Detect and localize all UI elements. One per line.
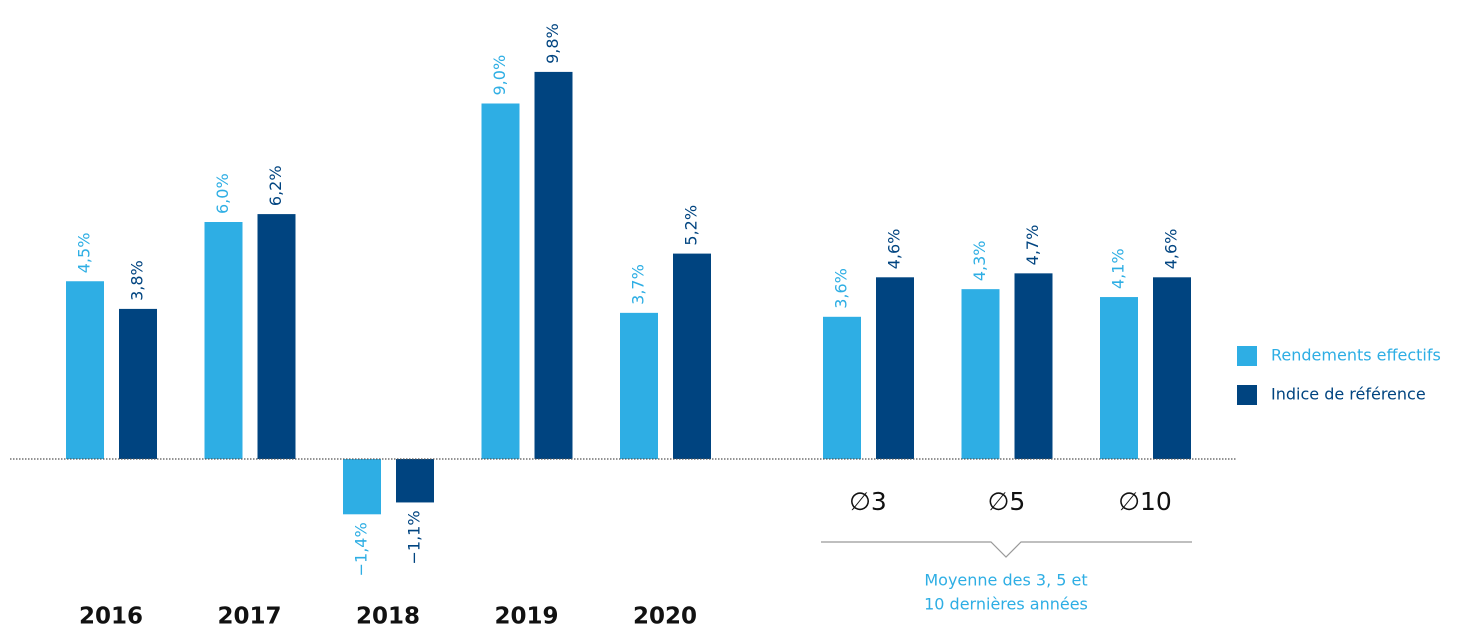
bar [1153, 277, 1191, 459]
legend-swatch [1237, 346, 1257, 366]
value-label: 9,8% [543, 23, 562, 64]
x-tick-label: 2018 [356, 604, 420, 630]
x-tick-label: ∅3 [849, 487, 887, 516]
value-label: 3,7% [629, 264, 648, 305]
bar [343, 459, 381, 515]
x-tick-label: 2017 [217, 604, 281, 630]
bar [673, 253, 711, 459]
legend-label: Rendements effectifs [1271, 346, 1441, 365]
bar [823, 316, 861, 459]
annotation: 10 dernières années [924, 595, 1088, 614]
bar [396, 459, 434, 503]
value-label: 4,5% [75, 233, 94, 274]
value-label: 4,6% [1162, 229, 1181, 270]
value-label: 4,6% [885, 229, 904, 270]
bar [204, 222, 243, 459]
bar [620, 312, 658, 459]
legend-swatch [1237, 385, 1257, 405]
bar [534, 71, 573, 460]
bar [961, 289, 1000, 459]
bracket [821, 541, 1192, 558]
legend-label: Indice de référence [1271, 385, 1426, 404]
x-tick-label: ∅5 [988, 487, 1026, 516]
value-label: −1,4% [352, 522, 371, 576]
bar [257, 214, 296, 459]
value-label: 6,0% [213, 173, 232, 214]
bar [481, 103, 520, 459]
value-label: 6,2% [266, 165, 285, 206]
x-tick-label: ∅10 [1118, 487, 1172, 516]
x-tick-label: 2020 [633, 604, 697, 630]
x-tick-label: 2016 [79, 604, 143, 630]
bar [119, 308, 157, 459]
value-label: 4,7% [1023, 225, 1042, 266]
value-label: 4,1% [1109, 248, 1128, 289]
bar [66, 281, 104, 459]
x-tick-label: 2019 [494, 604, 558, 630]
value-label: −1,1% [405, 510, 424, 564]
value-label: 3,8% [128, 260, 147, 301]
value-label: 4,3% [970, 240, 989, 281]
value-label: 5,2% [682, 205, 701, 246]
annotation: Moyenne des 3, 5 et [924, 571, 1087, 590]
value-label: 9,0% [490, 55, 509, 96]
bar [1100, 297, 1138, 459]
bar [876, 277, 914, 459]
value-label: 3,6% [832, 268, 851, 309]
bar [1014, 273, 1053, 459]
